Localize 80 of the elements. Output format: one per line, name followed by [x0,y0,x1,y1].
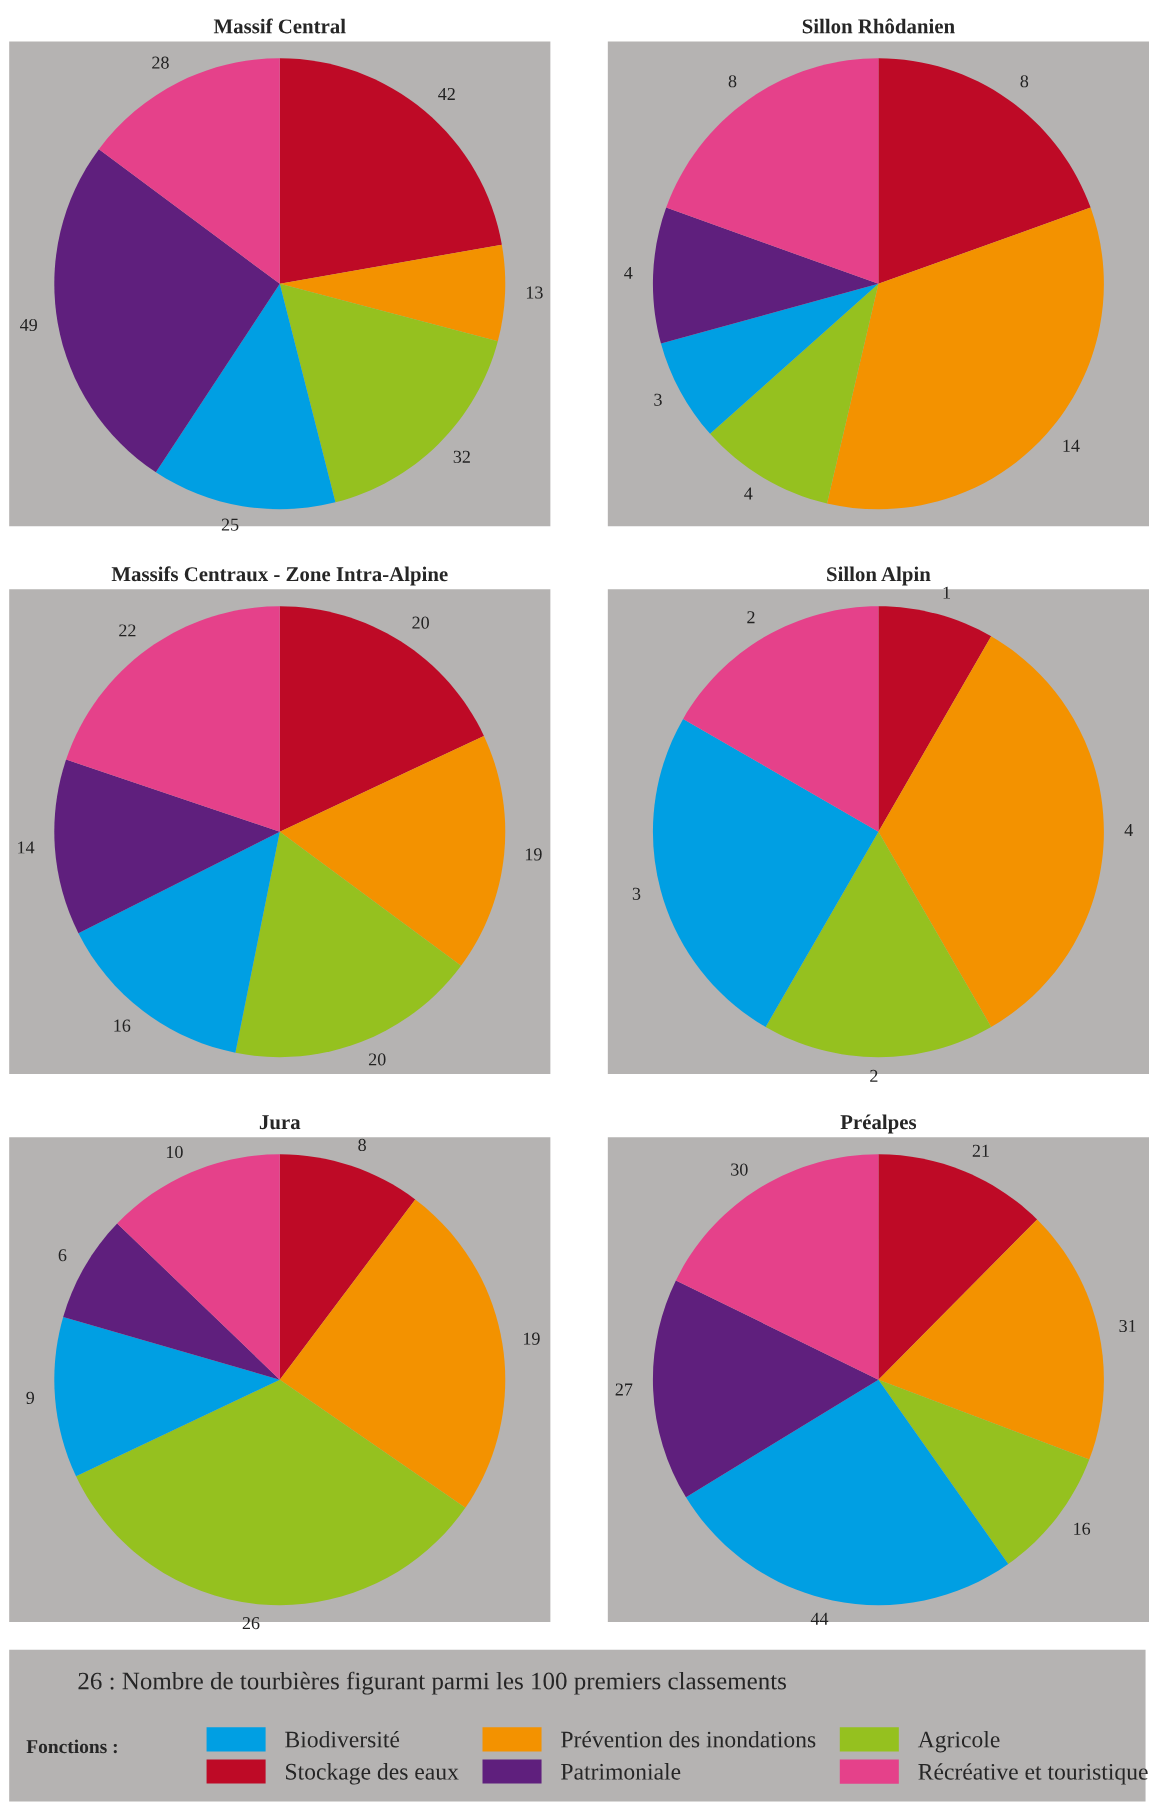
pie-slice [279,244,506,342]
pie-slice [765,831,992,1058]
data-label: 19 [525,848,542,861]
pie-slice [878,1379,1090,1565]
legend-label: Patrimoniale [561,1763,681,1780]
data-label: 14 [1063,439,1080,452]
data-label: 44 [810,1612,829,1625]
pie-slice [155,283,336,510]
data-label: 8 [1020,75,1029,88]
data-label: 4 [744,487,753,500]
text: 26 : Nombre de tourbières figurant parmi les 100 premiers classements [78,1671,786,1695]
data-label: 4 [1124,824,1133,836]
pie-slice [54,1316,280,1477]
data-label: 25 [221,518,239,531]
pie-slice [878,58,1091,284]
pie-slice [666,58,879,284]
data-label: 3 [654,393,662,406]
data-label: 6 [58,1249,67,1262]
pie-slice [54,149,280,473]
legend-label: Stockage des eaux [286,1763,459,1785]
data-label: 13 [526,286,543,299]
data-label: 27 [615,1383,633,1396]
chart-title: Massifs Centraux - Zone Intra-Alpine [111,566,448,586]
pie-slice [279,1154,416,1380]
chart-title: Sillon Rhôdanien [802,18,955,34]
pie-slice [76,1379,466,1606]
data-label: 22 [119,624,136,637]
pie-slice [78,831,280,1053]
data-label: 2 [747,611,755,624]
pie-slice [710,283,879,504]
pie-slice [652,1280,879,1498]
data-label: 30 [731,1163,748,1176]
data-label: 16 [114,1019,131,1032]
pie-slice [675,1154,879,1380]
data-label: 3 [632,887,641,900]
pie-slice [279,1199,506,1508]
pie-slice [279,606,484,832]
data-label: 8 [358,1138,366,1152]
pie-slice [878,606,992,832]
data-label: 42 [438,87,455,100]
pie-slice [279,58,502,284]
pie-slice [878,1219,1104,1460]
data-label: 1 [943,586,950,599]
pie-slice [279,735,506,966]
data-label: 4 [624,266,633,279]
chart-title: Sillon Alpin [827,566,931,586]
data-label: 16 [1074,1522,1091,1535]
pie-slice [827,207,1104,510]
pie-slice [660,283,879,434]
pie-slice [685,1379,1009,1606]
data-label: 8 [728,75,737,88]
legend-label: Prévention des inondations [561,1730,816,1748]
pie-slice [54,759,280,934]
data-label: 20 [368,1053,386,1066]
pie-slice [683,606,879,832]
data-label: 19 [523,1332,540,1345]
data-label: 10 [166,1145,183,1159]
data-label: 49 [20,318,37,332]
data-label: 32 [453,450,470,463]
legend-label: Biodiversité [285,1730,400,1748]
pie-slice [98,58,280,284]
legend-label: Agricole [917,1730,1000,1753]
data-label: 9 [26,1391,35,1404]
pie-slice [652,207,879,344]
chart-title: Massif Central [213,18,346,34]
chart-title: Jura [259,1115,301,1130]
data-label: 28 [152,56,169,69]
data-label: 2 [870,1069,878,1082]
chart-title: Préalpes [840,1114,917,1134]
data-label: 21 [972,1144,989,1157]
data-label: 26 [242,1617,260,1630]
pie-slice [652,718,879,1027]
pie-slice [878,636,1104,1027]
legend-label: Récréative et touristique [918,1763,1148,1785]
pie-slice [279,283,498,503]
legend-title: Fonctions : [26,1739,117,1754]
data-label: 14 [18,841,35,854]
data-label: 31 [1119,1319,1136,1333]
data-label: 20 [412,616,429,629]
pie-slice [66,606,280,832]
